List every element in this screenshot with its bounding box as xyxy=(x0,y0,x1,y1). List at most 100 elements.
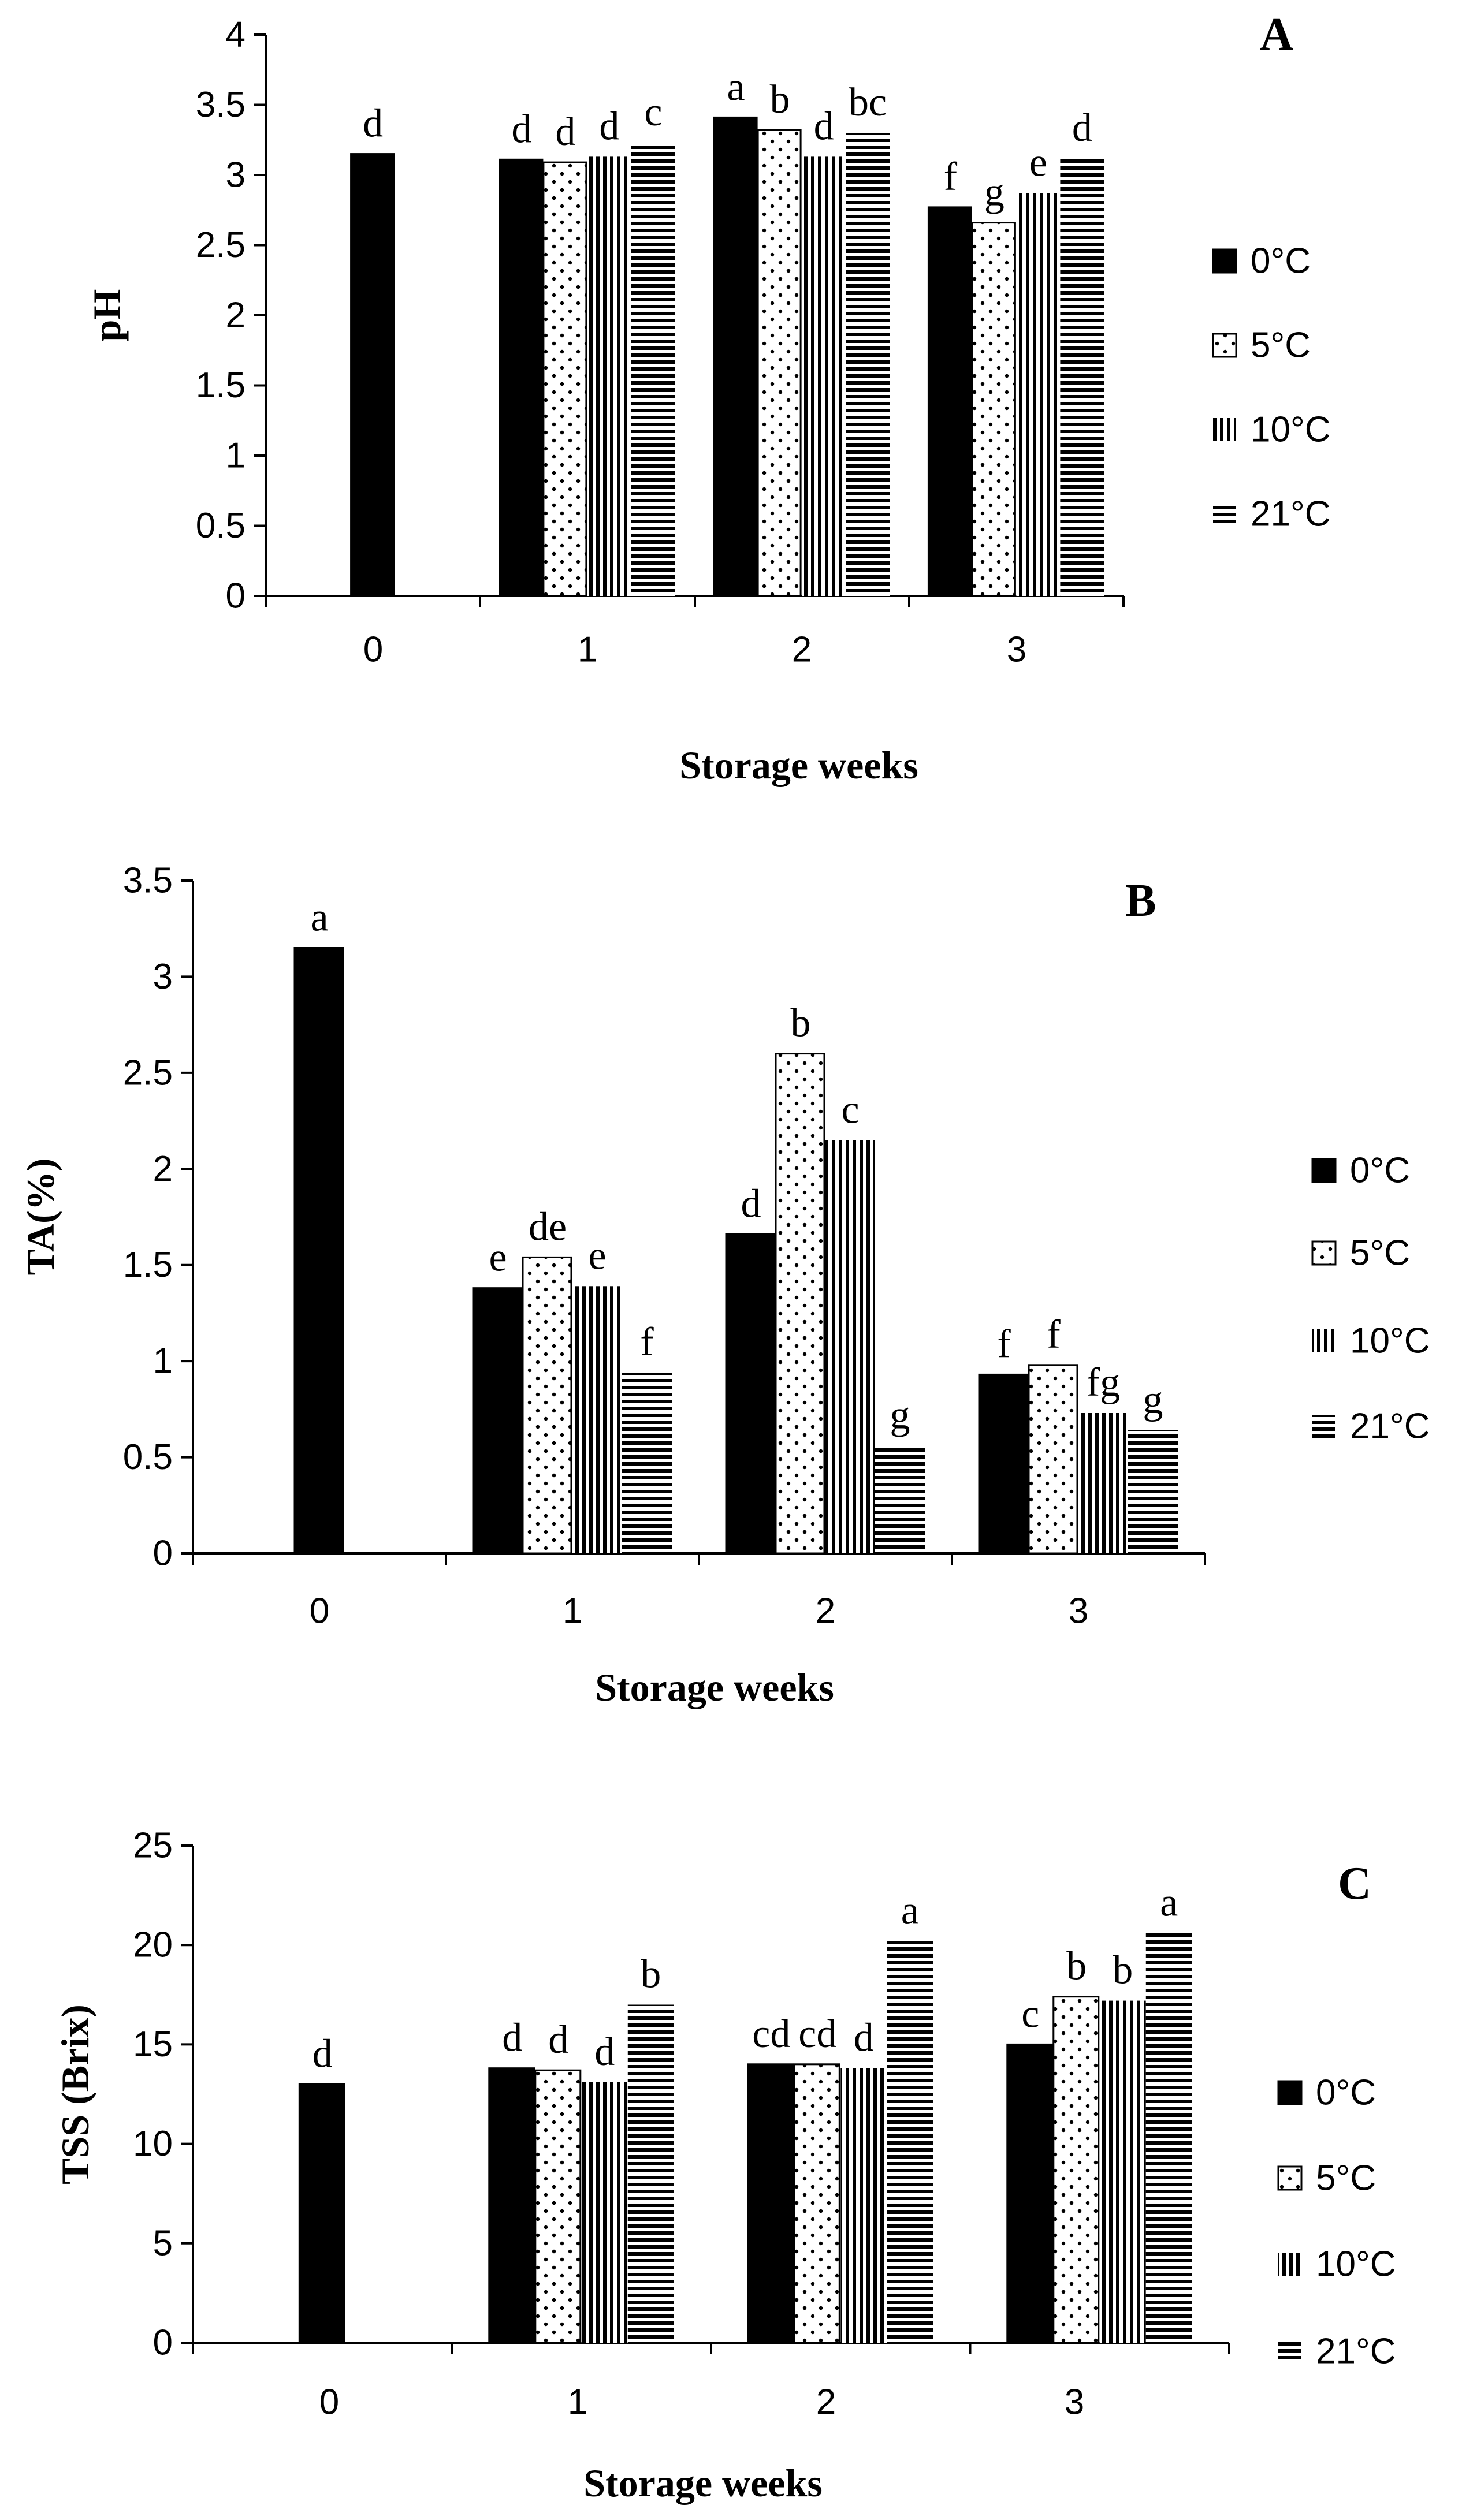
significance-letter: d xyxy=(502,2016,522,2060)
y-tick-label: 0 xyxy=(153,2323,173,2363)
panel-label: C xyxy=(1338,1858,1371,1909)
legend-swatch-21c xyxy=(1278,2340,1301,2363)
significance-letter: cd xyxy=(752,2012,790,2056)
legend-swatch-0c xyxy=(1212,248,1237,274)
legend-swatch-5c xyxy=(1277,2165,1303,2191)
legend-label-21c: 21°C xyxy=(1251,494,1331,534)
x-tick-label: 0 xyxy=(319,2383,339,2422)
significance-letter: cd xyxy=(798,2012,836,2056)
x-tick-label: 1 xyxy=(568,2383,587,2422)
y-tick-label: 2.5 xyxy=(196,225,245,265)
y-tick-label: 3.5 xyxy=(196,85,245,125)
bar-week-3-5c xyxy=(971,222,1016,597)
legend-label-0c: 0°C xyxy=(1251,241,1311,281)
x-tick-label: 0 xyxy=(310,1591,329,1631)
significance-letter: g xyxy=(984,170,1005,215)
legend-swatch-21c xyxy=(1312,1415,1335,1438)
significance-letter: bc xyxy=(849,80,887,125)
y-tick-label: 4 xyxy=(226,15,245,55)
significance-letter: a xyxy=(901,1888,919,1933)
bar-week-1-0c xyxy=(488,2067,535,2344)
x-axis: 0 1 2 3 xyxy=(265,596,1125,670)
bar-week-3-21c xyxy=(1145,1933,1192,2343)
bar-week-1-0c xyxy=(499,158,544,597)
bar-week-2-0c xyxy=(725,1233,776,1555)
significance-letter: d xyxy=(363,102,383,146)
significance-letter: c xyxy=(841,1087,859,1132)
x-tick-label: 3 xyxy=(1007,630,1026,670)
bar-week-1-21c xyxy=(631,143,675,597)
bar-week-2-10c xyxy=(802,156,846,596)
bar-week-0-0c xyxy=(293,947,344,1555)
bar-week-2-5c xyxy=(793,2063,840,2344)
legend-label-10c: 10°C xyxy=(1251,410,1331,450)
bars xyxy=(293,947,1178,1555)
y-tick-label: 2 xyxy=(226,296,245,335)
significance-letter: e xyxy=(489,1236,507,1280)
x-tick-label: 3 xyxy=(1069,1591,1088,1631)
y-tick-label: 0.5 xyxy=(196,506,245,546)
bar-week-1-10c xyxy=(587,156,631,596)
bar-week-1-10c xyxy=(581,2082,628,2343)
chart-panel-c: 0 5 10 15 20 25 0 1 2 3 TSS (Brix) Stora… xyxy=(53,1826,1396,2506)
bar-week-3-5c xyxy=(1028,1364,1078,1555)
significance-letter: g xyxy=(1143,1378,1163,1422)
bar-week-1-0c xyxy=(472,1287,523,1555)
significance-letter: d xyxy=(555,110,575,154)
bar-week-3-0c xyxy=(978,1373,1029,1555)
legend-swatch-10c xyxy=(1213,418,1236,441)
significance-letter: a xyxy=(310,896,328,940)
significance-letter: g xyxy=(890,1393,910,1438)
y-tick-label: 0 xyxy=(226,576,245,616)
bars xyxy=(350,116,1104,597)
x-axis-title: Storage weeks xyxy=(583,2461,823,2505)
bar-week-0-0c xyxy=(350,153,395,597)
significance-letter: f xyxy=(640,1320,654,1365)
significance-letter: c xyxy=(1021,1992,1039,2036)
x-tick-label: 2 xyxy=(816,2383,836,2422)
legend-label-5c: 5°C xyxy=(1251,326,1311,366)
bar-week-2-21c xyxy=(846,133,890,597)
y-axis-title: TA(%) xyxy=(18,1158,62,1276)
significance-letter: d xyxy=(814,104,834,148)
significance-letter: de xyxy=(529,1205,567,1249)
bar-week-3-10c xyxy=(1078,1413,1128,1553)
significance-letter: b xyxy=(1066,1944,1087,1989)
legend-swatch-5c xyxy=(1212,333,1237,358)
legend-label-5c: 5°C xyxy=(1350,1233,1410,1273)
bar-week-1-5c xyxy=(522,1256,572,1555)
legend-label-21c: 21°C xyxy=(1350,1407,1430,1447)
y-tick-label: 3.5 xyxy=(123,861,173,901)
significance-letter: a xyxy=(1160,1881,1178,1925)
legend-swatch-0c xyxy=(1277,2080,1303,2105)
bar-week-1-21c xyxy=(627,2004,674,2343)
x-axis-title: Storage weeks xyxy=(595,1665,834,1709)
y-axis-title: pH xyxy=(85,289,129,342)
y-tick-label: 1 xyxy=(226,436,245,476)
y-tick-label: 2.5 xyxy=(123,1053,173,1093)
significance-letter: b xyxy=(770,77,790,122)
legend-label-0c: 0°C xyxy=(1350,1151,1410,1191)
bar-week-3-21c xyxy=(1128,1430,1178,1553)
y-tick-label: 0.5 xyxy=(123,1437,173,1477)
y-tick-label: 1.5 xyxy=(123,1245,173,1285)
y-tick-label: 0 xyxy=(153,1534,173,1574)
x-axis: 0 1 2 3 xyxy=(192,2343,1230,2422)
legend-label-21c: 21°C xyxy=(1316,2332,1396,2372)
significance-letter: d xyxy=(313,2031,333,2076)
y-tick-label: 10 xyxy=(133,2124,173,2164)
y-tick-label: 2 xyxy=(153,1149,173,1189)
bar-week-3-10c xyxy=(1099,2000,1146,2343)
chart-panel-b: 0 0.5 1 1.5 2 2.5 3 3.5 0 1 2 3 TA(%) St… xyxy=(18,861,1430,1710)
legend-swatch-21c xyxy=(1213,502,1236,525)
y-tick-label: 3 xyxy=(153,957,173,997)
x-tick-label: 1 xyxy=(578,630,597,670)
y-tick-label: 20 xyxy=(133,1925,173,1965)
x-tick-label: 3 xyxy=(1065,2383,1084,2422)
significance-letter: b xyxy=(1113,1948,1133,1993)
chart-panel-a: 0 0.5 1 1.5 2 2.5 3 3.5 4 0 1 2 3 pH Sto… xyxy=(85,9,1331,787)
bar-week-2-0c xyxy=(747,2063,794,2344)
legend-label-10c: 10°C xyxy=(1350,1321,1430,1361)
